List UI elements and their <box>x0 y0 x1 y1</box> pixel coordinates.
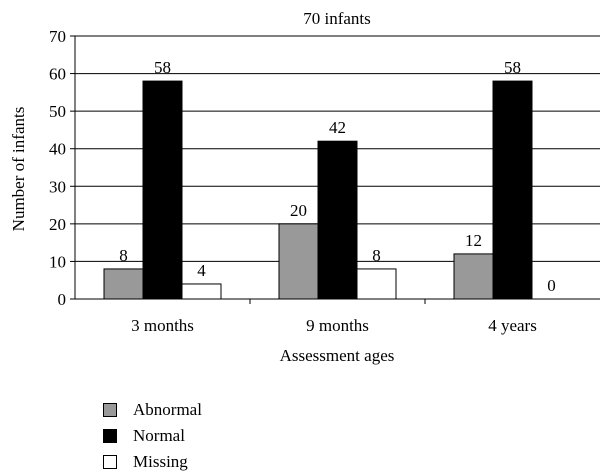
x-tick-label: 3 months <box>131 316 194 335</box>
bar-abnormal-2 <box>453 253 494 300</box>
data-label-missing: 4 <box>197 261 206 280</box>
data-label-normal: 58 <box>504 58 521 77</box>
data-label-abnormal: 8 <box>119 246 128 265</box>
axes <box>70 35 600 304</box>
data-label-abnormal: 20 <box>290 201 307 220</box>
legend-swatch-missing <box>103 455 117 469</box>
x-axis-label: Assessment ages <box>280 346 395 365</box>
y-tick-label: 60 <box>49 65 66 84</box>
legend-swatch-normal <box>103 429 117 443</box>
bar-normal-2 <box>492 80 533 300</box>
bar-missing-0 <box>181 283 222 300</box>
data-label-abnormal: 12 <box>465 231 482 250</box>
bar-chart: 0 10 20 30 40 50 60 70 3 months 8 58 4 9 months 20 42 8… <box>9 9 600 365</box>
bar-normal-1 <box>317 140 358 300</box>
data-label-normal: 58 <box>154 58 171 77</box>
data-label-missing: 0 <box>547 276 556 295</box>
y-tick-label: 30 <box>49 177 66 196</box>
bar-normal-0 <box>142 80 183 300</box>
bar-abnormal-0 <box>103 268 144 300</box>
x-tick-label: 4 years <box>488 316 537 335</box>
data-label-normal: 42 <box>329 118 346 137</box>
legend-label-normal: Normal <box>133 426 185 445</box>
y-tick-label: 10 <box>49 252 66 271</box>
y-tick-label: 20 <box>49 215 66 234</box>
bar-abnormal-1 <box>278 223 319 300</box>
legend-swatch-abnormal <box>103 403 117 417</box>
y-tick-label: 40 <box>49 140 66 159</box>
y-tick-label: 50 <box>49 102 66 121</box>
data-label-missing: 8 <box>372 246 381 265</box>
bars <box>103 80 533 300</box>
labels: 0 10 20 30 40 50 60 70 3 months 8 58 4 9 months 20 42 8… <box>49 27 556 335</box>
y-tick-label: 70 <box>49 27 66 46</box>
y-axis-label: Number of infants <box>9 107 28 232</box>
bar-missing-1 <box>356 268 397 300</box>
x-tick-label: 9 months <box>306 316 369 335</box>
y-tick-label: 0 <box>58 290 67 309</box>
legend-label-missing: Missing <box>133 452 188 471</box>
chart-title: 70 infants <box>303 9 371 28</box>
legend-label-abnormal: Abnormal <box>133 400 202 419</box>
